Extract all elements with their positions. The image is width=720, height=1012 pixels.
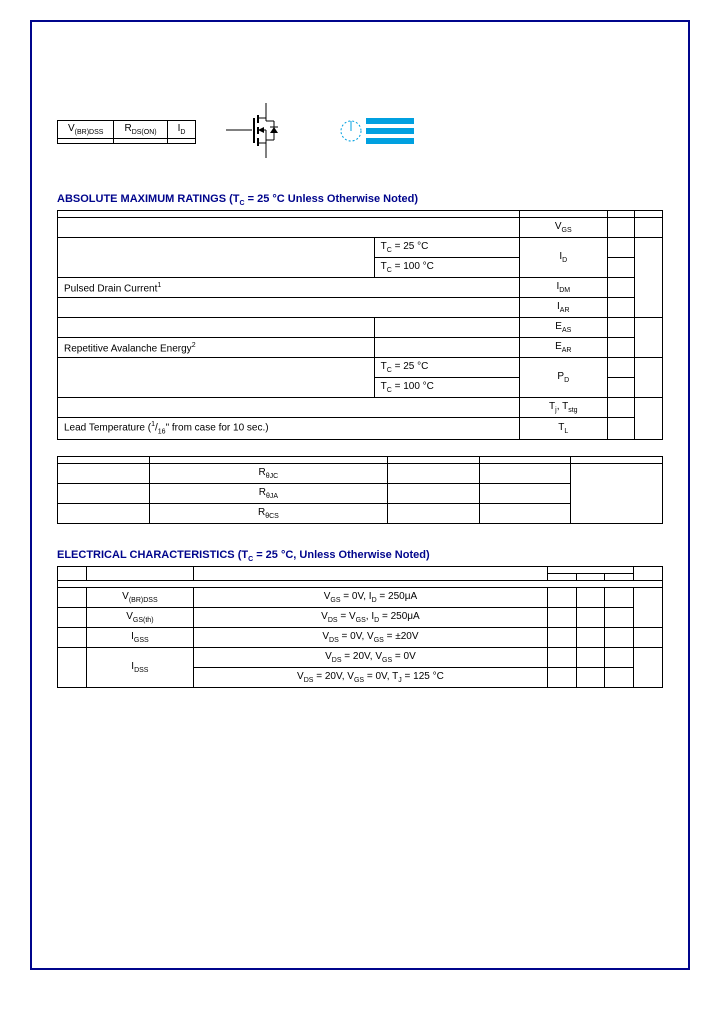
thermal-table: RθJC RθJA RθCS bbox=[57, 456, 663, 524]
product-summary: V(BR)DSSRDS(ON)ID bbox=[57, 117, 196, 144]
footnotes bbox=[57, 527, 663, 537]
package-icon bbox=[336, 106, 416, 156]
title-desc bbox=[57, 37, 663, 53]
elec-table: V(BR)DSSVGS = 0V, ID = 250μA VGS(th)VDS … bbox=[57, 566, 663, 688]
mosfet-symbol-icon bbox=[216, 93, 316, 168]
transistor-symbol bbox=[216, 93, 316, 168]
amr-title: ABSOLUTE MAXIMUM RATINGS (TC = 25 °C Unl… bbox=[57, 193, 663, 207]
summary-table: V(BR)DSSRDS(ON)ID bbox=[57, 120, 196, 144]
header bbox=[57, 37, 663, 53]
package-schematic bbox=[336, 106, 416, 156]
amr-table: VGS TC = 25 °CID TC = 100 °C Pulsed Drai… bbox=[57, 210, 663, 439]
elec-title: ELECTRICAL CHARACTERISTICS (TC = 25 °C, … bbox=[57, 549, 663, 563]
